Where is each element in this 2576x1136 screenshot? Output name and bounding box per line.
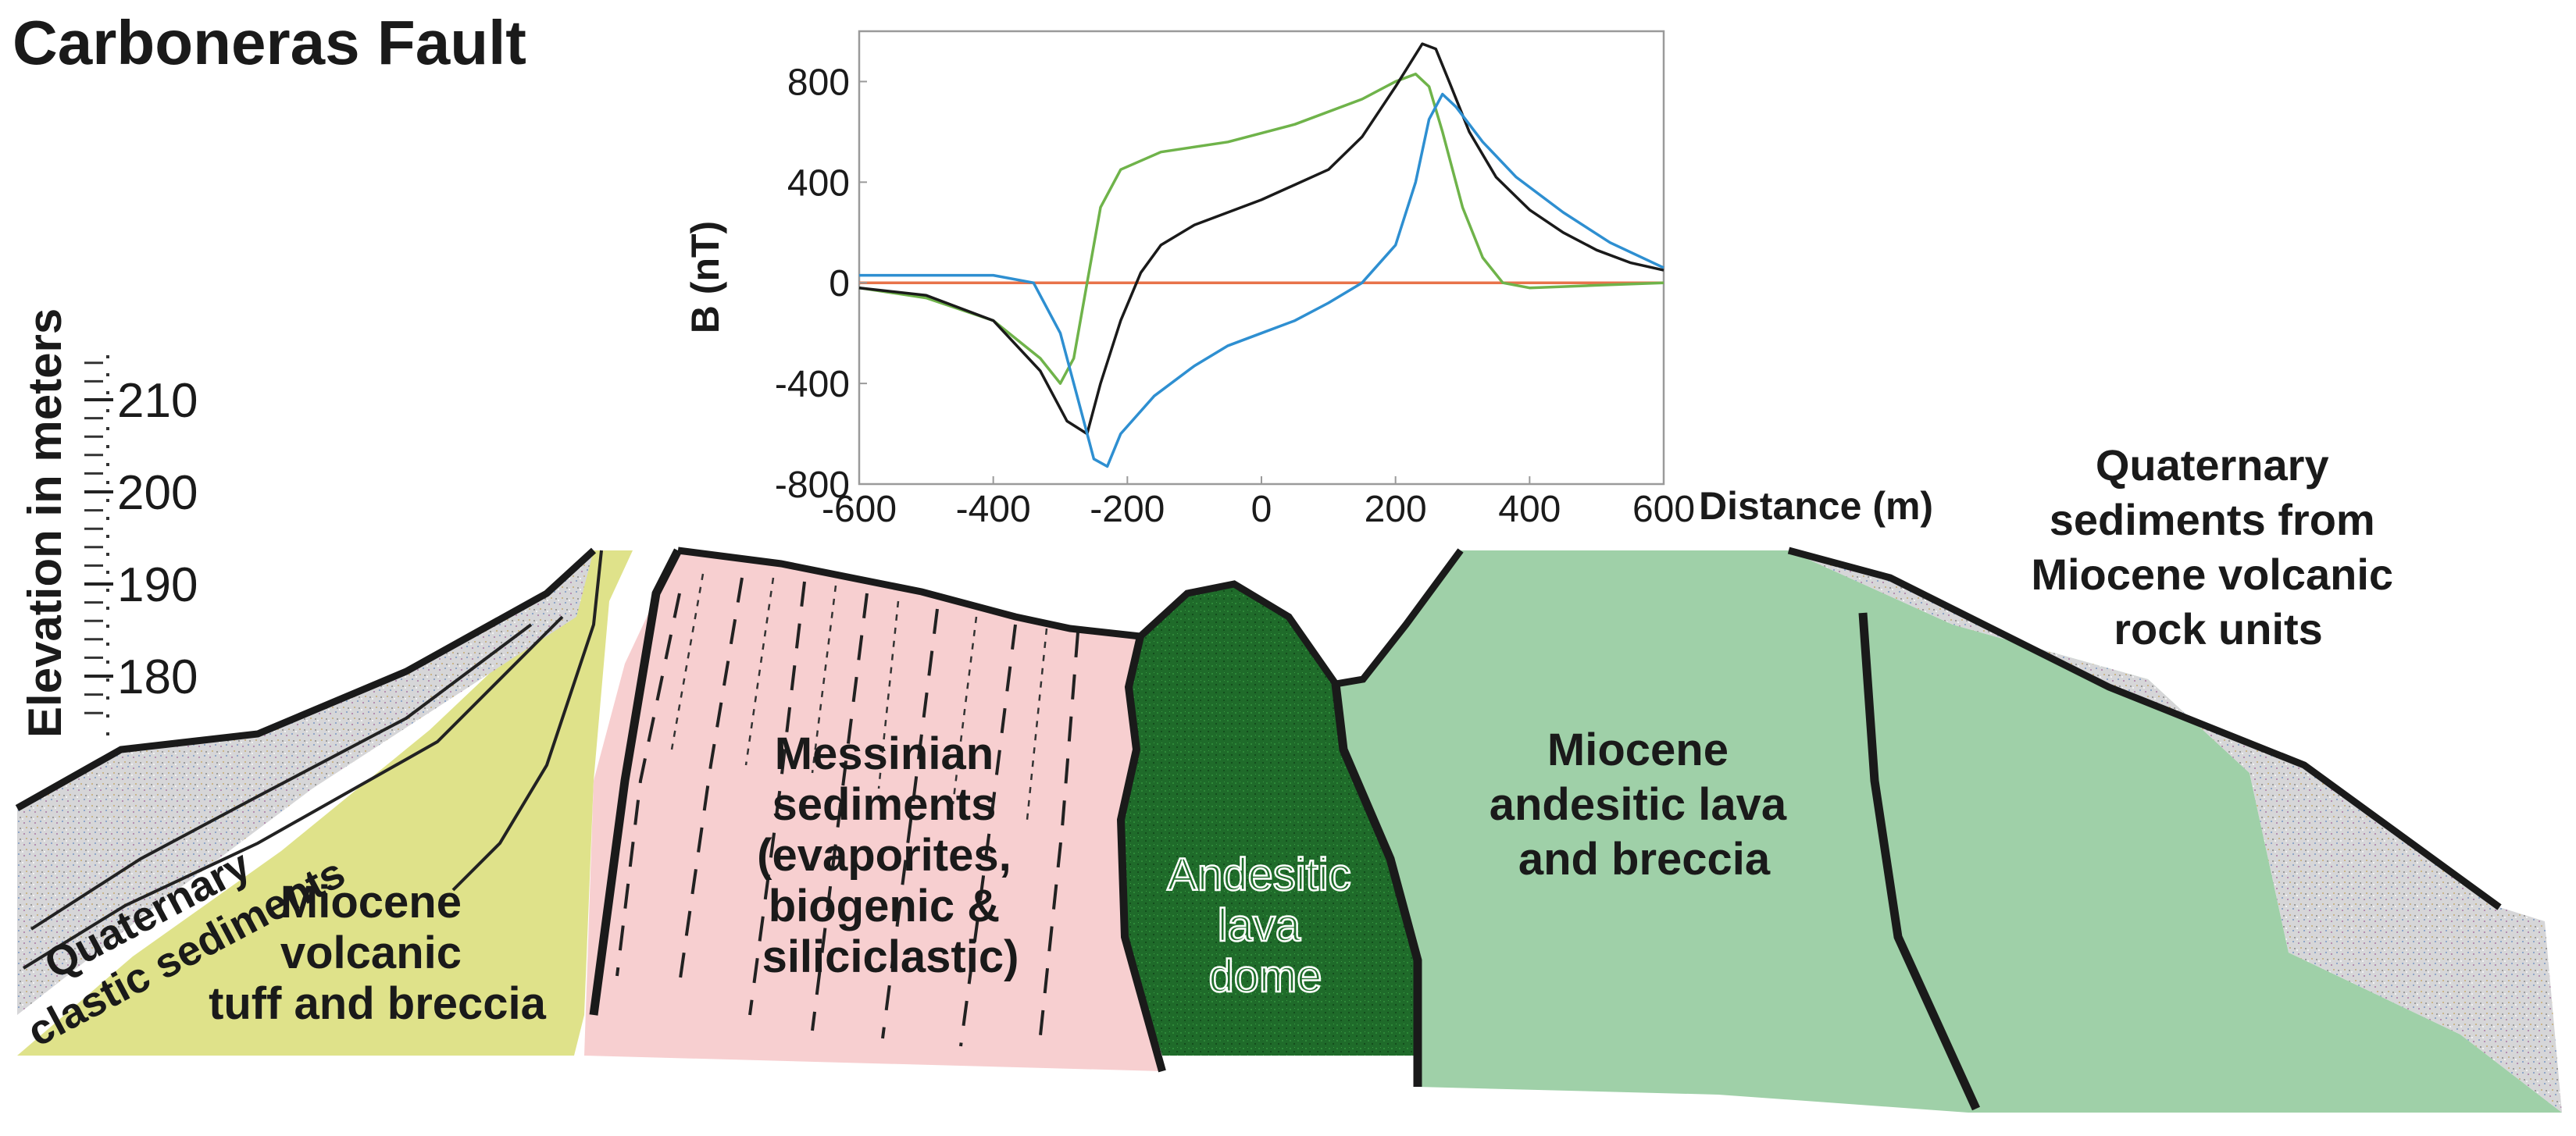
lava-dome-outline	[1137, 548, 1464, 688]
unit-label-line: Miocene volcanic	[2031, 550, 2393, 599]
unit-label-line: siliciclastic)	[762, 931, 1019, 982]
chart-x-tick-label: -400	[956, 489, 1031, 530]
elevation-ticks: 210 200 190 180	[84, 374, 198, 704]
unit-label-line: tuff and breccia	[209, 978, 547, 1029]
clastic-bedding-line	[30, 623, 533, 931]
chart-y-tick-label: -800	[775, 465, 850, 506]
chart-series-line-3	[858, 42, 1664, 436]
cross-section: Quaternary clastic sediments Miocene vol…	[15, 440, 2562, 1113]
elevation-tick-label: 210	[117, 374, 198, 428]
clastic-bedding-line	[22, 615, 564, 970]
messinian-fine-bedding	[670, 573, 1048, 821]
unit-quaternary-clastic	[17, 550, 594, 1015]
unit-label-miocene-tuff: Miocene volcanic tuff and breccia	[209, 877, 547, 1029]
chart-series-line-4	[859, 92, 1664, 468]
chart-x-tick-label: 600	[1632, 489, 1695, 530]
fault-lava-dome-west	[1116, 635, 1166, 1073]
elevation-tick-label: 180	[117, 650, 198, 704]
chart-y-ticks: 800 400 0 -400 -800	[775, 62, 867, 506]
unit-label-line: dome	[1208, 951, 1322, 1002]
unit-label-line: Quaternary	[2096, 440, 2329, 490]
fault-east	[1858, 612, 1981, 1111]
magnetic-chart: 800 400 0 -400 -800 -600 -400 -200 0 200 400 600 B…	[683, 30, 1933, 530]
unit-miocene-tuff	[17, 550, 633, 1056]
chart-x-tick-label: 400	[1498, 489, 1561, 530]
unit-label-lava-dome: Andesitic lava dome	[1167, 849, 1363, 1002]
unit-miocene-lava	[1336, 550, 2562, 1113]
unit-label-line: sediments from	[2050, 495, 2375, 544]
unit-label-line: Messinian	[775, 728, 994, 779]
unit-label-miocene-lava: Miocene andesitic lava and breccia	[1490, 725, 1800, 885]
chart-series-line-2	[858, 73, 1664, 385]
unit-label-line: Miocene	[280, 877, 462, 928]
unit-label-line: Miocene	[1547, 725, 1729, 775]
chart-x-tick-label: -600	[822, 489, 897, 530]
chart-x-ticks: -600 -400 -200 0 200 400 600	[822, 476, 1695, 530]
chart-x-tick-label: 0	[1251, 489, 1272, 530]
unit-label-line: andesitic lava	[1490, 779, 1787, 830]
figure-title: Carboneras Fault	[12, 8, 526, 77]
chart-y-tick-label: 400	[787, 162, 850, 204]
ground-surface-right	[1787, 547, 2502, 910]
chart-x-tick-label: -200	[1090, 489, 1165, 530]
elevation-tick-label: 190	[117, 558, 198, 612]
unit-messinian	[584, 550, 1162, 1071]
unit-label-messinian: Messinian sediments (evaporites, biogeni…	[757, 728, 1024, 982]
unit-label-line: lava	[1218, 900, 1301, 951]
elevation-tick-label: 200	[117, 466, 198, 520]
unit-quaternary-volcanic	[1789, 550, 2562, 1113]
chart-y-tick-label: 800	[787, 62, 850, 103]
chart-y-tick-label: -400	[775, 364, 850, 405]
unit-label-line: sediments	[772, 779, 996, 830]
messinian-bedding	[615, 577, 1079, 1051]
chart-series-group	[858, 42, 1664, 468]
unit-lava-dome	[1121, 584, 1418, 1056]
tuff-contact-line	[451, 550, 603, 892]
ground-surface-messinian	[677, 547, 1141, 640]
elevation-axis: 210 200 190 180 Elevation in meters	[19, 308, 198, 746]
unit-label-line: biogenic &	[769, 881, 1000, 931]
chart-y-tick-label: 0	[829, 263, 850, 304]
chart-x-tick-label: 200	[1365, 489, 1427, 530]
fault-west	[589, 548, 682, 1016]
unit-label-quaternary-volcanic: Quaternary sediments from Miocene volcan…	[2031, 440, 2405, 653]
elevation-minor-ticks	[84, 361, 103, 714]
unit-label-line: rock units	[2114, 604, 2323, 653]
unit-label-line: (evaporites,	[757, 830, 1011, 881]
unit-label-line: and breccia	[1518, 834, 1771, 885]
elevation-axis-label: Elevation in meters	[19, 308, 71, 738]
ground-surface-left	[15, 547, 597, 811]
unit-label-line: volcanic	[280, 928, 462, 978]
unit-label-line: Andesitic	[1167, 849, 1350, 900]
fault-lava-dome-east	[1331, 683, 1422, 1087]
chart-x-axis-label: Distance (m)	[1699, 484, 1933, 528]
chart-y-axis-label: B (nT)	[683, 221, 727, 333]
chart-plot-area	[858, 30, 1665, 486]
